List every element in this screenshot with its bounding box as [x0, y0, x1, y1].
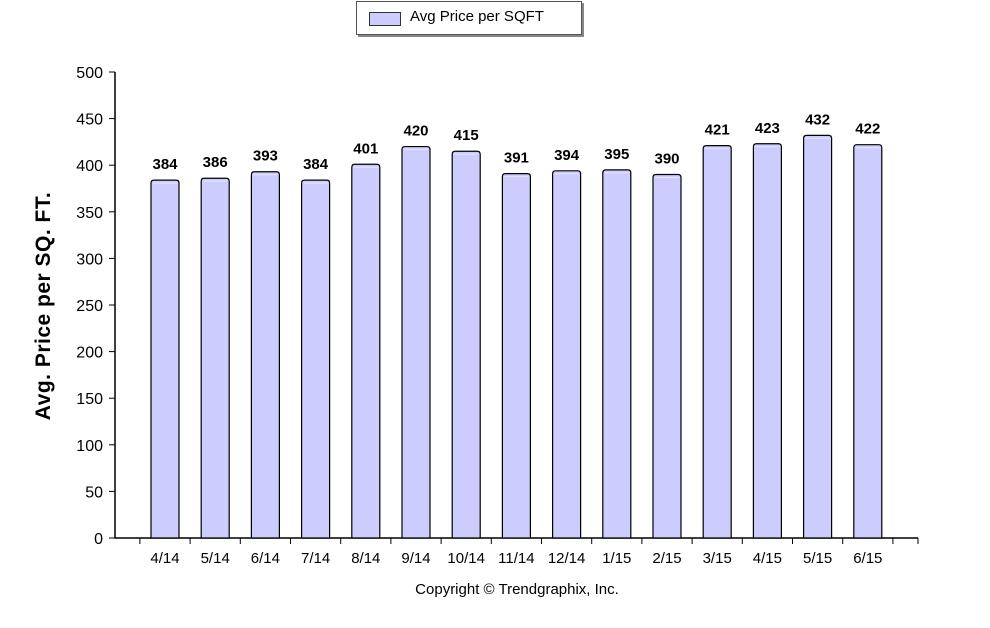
legend-label: Avg Price per SQFT	[410, 8, 544, 25]
bar	[552, 170, 582, 539]
data-label: 391	[504, 150, 529, 167]
bar	[301, 179, 331, 539]
bar	[351, 163, 381, 539]
data-label: 395	[604, 146, 629, 163]
y-tick-label: 250	[76, 298, 103, 315]
y-tick-label: 350	[76, 205, 103, 222]
data-label: 423	[755, 120, 780, 137]
data-label: 432	[805, 111, 830, 128]
data-label: 422	[855, 121, 880, 138]
legend: Avg Price per SQFT	[356, 1, 582, 35]
bar	[150, 179, 180, 539]
y-tick-label: 300	[76, 251, 103, 268]
legend-swatch	[369, 12, 401, 26]
x-tick-label: 5/15	[803, 550, 832, 567]
y-tick-label: 500	[76, 65, 103, 82]
x-tick-label: 4/15	[753, 550, 782, 567]
data-label: 386	[203, 154, 228, 171]
x-tick-label: 5/14	[201, 550, 230, 567]
y-tick-label: 50	[85, 484, 103, 501]
data-label: 401	[353, 140, 378, 157]
x-tick-label: 3/15	[703, 550, 732, 567]
data-label: 394	[554, 147, 580, 164]
x-tick-label: 9/14	[401, 550, 430, 567]
bar	[401, 145, 431, 539]
data-label: 415	[454, 127, 479, 144]
bar	[752, 143, 782, 539]
data-label: 384	[303, 156, 329, 173]
bar	[501, 172, 531, 539]
bar	[602, 169, 632, 539]
y-tick-label: 450	[76, 112, 103, 129]
x-tick-label: 6/14	[251, 550, 280, 567]
x-tick-label: 2/15	[652, 550, 681, 567]
y-tick-label: 200	[76, 345, 103, 362]
data-label: 393	[253, 148, 278, 165]
x-tick-label: 1/15	[602, 550, 631, 567]
y-tick-label: 400	[76, 158, 103, 175]
bar	[803, 134, 833, 539]
x-tick-label: 4/14	[150, 550, 179, 567]
bar	[200, 177, 230, 539]
copyright: Copyright © Trendgraphix, Inc.	[415, 581, 619, 598]
y-tick-label: 150	[76, 391, 103, 408]
x-tick-label: 8/14	[351, 550, 380, 567]
x-tick-label: 6/15	[853, 550, 882, 567]
x-tick-label: 11/14	[498, 550, 534, 567]
y-tick-label: 100	[76, 438, 103, 455]
bar	[451, 150, 481, 539]
bar	[652, 173, 682, 539]
bar	[853, 144, 883, 539]
x-tick-label: 12/14	[548, 550, 586, 567]
data-label: 421	[705, 122, 730, 139]
data-label: 384	[152, 156, 178, 173]
x-tick-label: 10/14	[447, 550, 485, 567]
data-label: 390	[654, 151, 679, 168]
bar	[702, 145, 732, 539]
bar	[250, 171, 280, 539]
data-label: 420	[403, 123, 428, 140]
y-tick-label: 0	[94, 531, 103, 548]
x-tick-label: 7/14	[301, 550, 330, 567]
